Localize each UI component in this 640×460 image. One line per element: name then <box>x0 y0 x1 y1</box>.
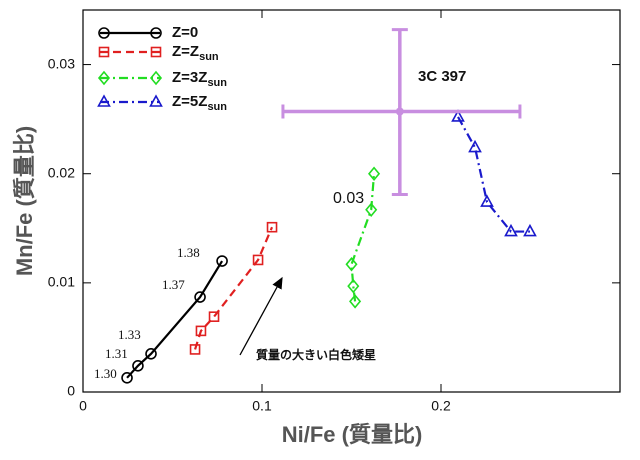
point <box>349 294 362 309</box>
point <box>216 255 228 267</box>
y-tick-label: 0.01 <box>48 274 75 290</box>
point <box>208 311 220 322</box>
point <box>266 221 278 233</box>
point <box>504 223 518 237</box>
series-line <box>457 116 530 233</box>
legend-marker <box>97 70 111 86</box>
observation-label: 3C 397 <box>418 68 466 85</box>
y-axis-label: Mn/Fe (質量比) <box>12 126 37 276</box>
point <box>368 166 381 181</box>
legend-marker <box>150 27 162 39</box>
legend-marker <box>149 94 163 107</box>
legend-marker <box>97 94 111 107</box>
point <box>345 257 358 272</box>
point <box>468 139 482 153</box>
point <box>145 347 157 360</box>
arrow <box>239 276 283 356</box>
annotation: 0.03 <box>333 190 364 207</box>
point <box>480 194 494 207</box>
legend-marker <box>98 46 110 58</box>
y-tick-label: 0.02 <box>48 164 75 180</box>
x-axis-label: Ni/Fe (質量比) <box>282 422 423 447</box>
point <box>121 372 133 384</box>
legend-marker <box>98 27 110 39</box>
legend-marker <box>150 46 162 58</box>
point <box>523 223 537 237</box>
plot-frame <box>82 9 621 393</box>
annotation: 1.33 <box>118 327 141 342</box>
observation-point <box>395 107 404 116</box>
point <box>189 344 201 355</box>
x-tick-label: 0 <box>79 398 87 414</box>
x-tick-label: 0.1 <box>252 398 272 414</box>
x-tick-label: 0.2 <box>431 398 451 414</box>
point <box>195 325 207 337</box>
y-tick-label: 0 <box>67 383 75 399</box>
legend-label: Z=0 <box>172 24 198 41</box>
series-line <box>194 226 274 350</box>
point <box>132 360 144 372</box>
point <box>347 278 360 294</box>
legend-marker <box>149 70 163 86</box>
point <box>451 109 465 122</box>
legend-label: Z=3Zsun <box>172 69 227 89</box>
annotation: 質量の大きい白色矮星 <box>256 347 376 362</box>
legend-label: Z=Zsun <box>172 43 219 63</box>
point <box>252 254 264 266</box>
annotation: 1.37 <box>162 277 185 292</box>
legend-label: Z=5Zsun <box>172 93 227 113</box>
point <box>194 291 206 303</box>
annotation: 1.31 <box>105 346 128 361</box>
y-tick-label: 0.03 <box>48 55 75 71</box>
point <box>365 202 378 217</box>
annotation: 1.30 <box>94 366 117 381</box>
annotation: 1.38 <box>177 245 200 260</box>
